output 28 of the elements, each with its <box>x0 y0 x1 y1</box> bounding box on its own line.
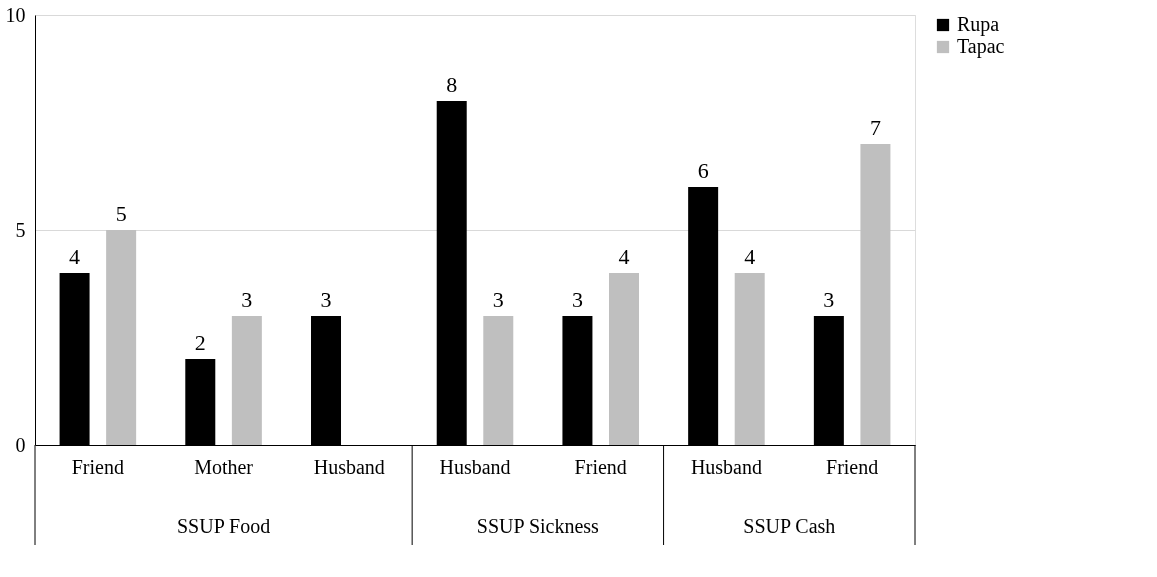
data-label: 3 <box>241 287 253 312</box>
data-label: 6 <box>697 158 709 183</box>
x-tick-label: Friend <box>574 455 627 478</box>
x-tick-label: Husband <box>690 455 762 478</box>
text: SSUP Food <box>176 515 271 537</box>
data-label: 4 <box>744 244 756 269</box>
data-label: 5 <box>115 201 127 226</box>
x-tick-label: Husband <box>313 455 385 478</box>
data-label: 3 <box>492 287 504 312</box>
text: SSUP Sickness <box>476 515 600 537</box>
y-tick-label: 5 <box>15 218 26 241</box>
y-tick-label: 10 <box>5 3 26 26</box>
data-label: 2 <box>194 330 206 355</box>
x-tick-label: Friend <box>826 455 879 478</box>
x-tick-label: Mother <box>194 455 254 478</box>
data-label: 8 <box>446 72 458 97</box>
legend-label: Rupa <box>957 13 1000 36</box>
text: SSUP Cash <box>743 515 836 537</box>
x-tick-label: Husband <box>439 455 511 478</box>
data-label: 7 <box>869 115 881 140</box>
legend-label: Tapac <box>957 35 1005 58</box>
data-label: 3 <box>320 287 332 312</box>
data-label: 3 <box>571 287 583 312</box>
data-label: 3 <box>823 287 835 312</box>
x-tick-label: Friend <box>71 455 124 478</box>
y-tick-label: 0 <box>15 433 26 456</box>
data-label: 4 <box>69 244 81 269</box>
data-label: 4 <box>618 244 630 269</box>
